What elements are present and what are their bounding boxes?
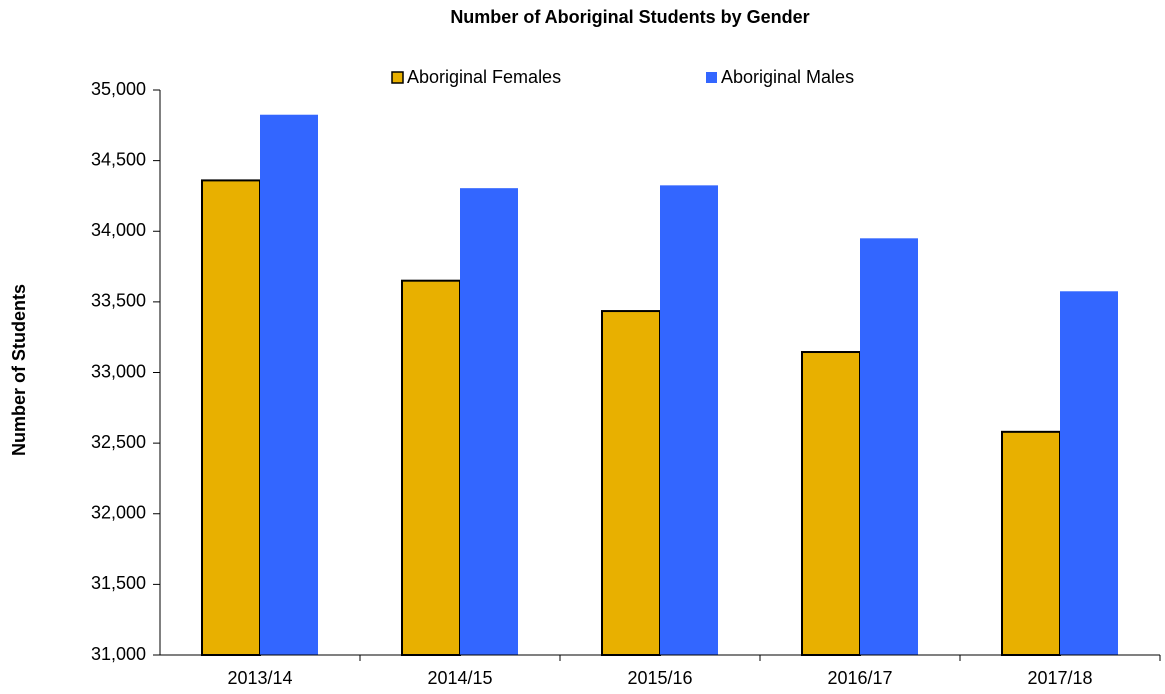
y-tick-label: 32,000 bbox=[91, 503, 146, 523]
x-tick-label: 2013/14 bbox=[227, 668, 292, 688]
y-tick-label: 31,500 bbox=[91, 573, 146, 593]
bar bbox=[860, 238, 918, 655]
bar bbox=[660, 185, 718, 655]
x-tick-label: 2016/17 bbox=[827, 668, 892, 688]
y-tick-label: 34,500 bbox=[91, 149, 146, 169]
chart-title: Number of Aboriginal Students by Gender bbox=[450, 7, 809, 27]
bar bbox=[401, 279, 461, 656]
bar bbox=[1060, 291, 1118, 655]
y-tick-label: 33,500 bbox=[91, 291, 146, 311]
legend-swatch bbox=[391, 71, 404, 84]
y-tick-label: 32,500 bbox=[91, 432, 146, 452]
y-tick-label: 35,000 bbox=[91, 79, 146, 99]
bar bbox=[460, 188, 518, 655]
legend-label: Aboriginal Females bbox=[407, 67, 561, 87]
legend-label: Aboriginal Males bbox=[721, 67, 854, 87]
bar bbox=[1001, 430, 1061, 657]
legend-swatch bbox=[706, 72, 717, 83]
bar bbox=[260, 114, 318, 655]
bar bbox=[601, 310, 661, 656]
bar bbox=[201, 179, 261, 656]
bar bbox=[801, 351, 861, 656]
x-tick-label: 2014/15 bbox=[427, 668, 492, 688]
x-tick-label: 2017/18 bbox=[1027, 668, 1092, 688]
y-axis-label: Number of Students bbox=[9, 284, 29, 456]
y-tick-label: 34,000 bbox=[91, 220, 146, 240]
y-tick-label: 33,000 bbox=[91, 361, 146, 381]
x-tick-label: 2015/16 bbox=[627, 668, 692, 688]
y-tick-label: 31,000 bbox=[91, 644, 146, 664]
